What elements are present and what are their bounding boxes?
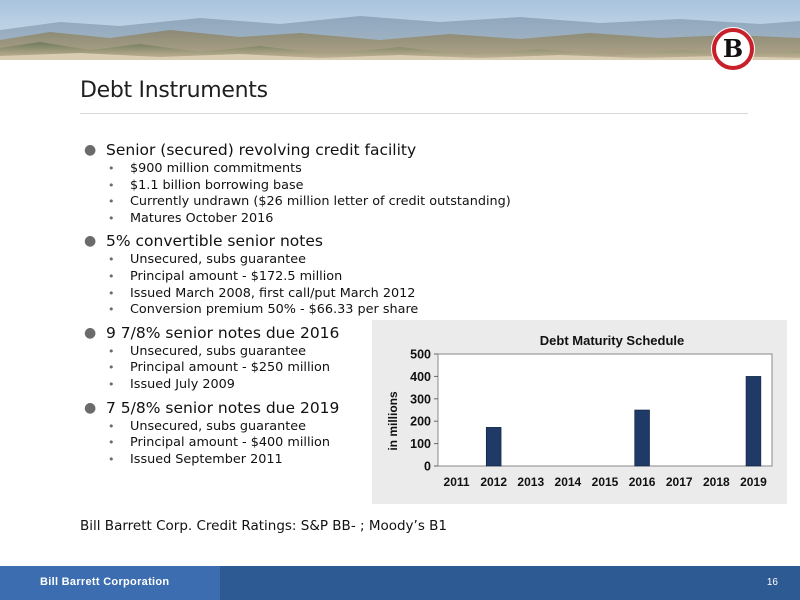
company-logo: B bbox=[710, 26, 756, 72]
chart-title: Debt Maturity Schedule bbox=[540, 333, 684, 348]
bullet-icon: ● bbox=[84, 233, 97, 250]
y-axis-label: in millions bbox=[386, 391, 400, 451]
list-item: • Issued September 2011 bbox=[108, 451, 283, 467]
list-item: • Matures October 2016 bbox=[108, 210, 274, 226]
bullet-icon: ● bbox=[84, 324, 97, 341]
list-item: • Unsecured, subs guarantee bbox=[108, 418, 306, 434]
list-item: • Issued July 2009 bbox=[108, 376, 235, 392]
list-item: • Unsecured, subs guarantee bbox=[108, 343, 306, 359]
title-divider bbox=[80, 113, 748, 114]
bar-2019 bbox=[745, 376, 762, 467]
x-tick-label: 2019 bbox=[740, 475, 767, 489]
section-notes-2019: ● 7 5/8% senior notes due 2019 • Unsecured… bbox=[84, 398, 644, 469]
list-item: • $900 million commitments bbox=[108, 161, 302, 176]
bullet-icon: • bbox=[108, 211, 115, 225]
y-tick-label: 100 bbox=[410, 437, 431, 451]
list-item: • Principal amount - $172.5 million bbox=[108, 268, 343, 284]
chart-canvas: Debt Maturity Schedule in millions 0 100 2… bbox=[386, 333, 773, 489]
footer-bar: Bill Barrett Corporation 16 bbox=[0, 566, 800, 600]
debt-instrument-list: ● Senior (secured) revolving credit facil… bbox=[84, 140, 644, 472]
logo-letter: B bbox=[723, 34, 743, 63]
bullet-icon: • bbox=[108, 286, 115, 300]
x-tick-label: 2017 bbox=[666, 475, 693, 489]
debt-maturity-chart: Debt Maturity Schedule in millions 0 100 2… bbox=[372, 320, 787, 504]
bullet-icon: • bbox=[108, 436, 115, 450]
y-tick-label: 500 bbox=[410, 348, 431, 362]
section-heading: ● 7 5/8% senior notes due 2019 bbox=[84, 398, 340, 417]
bullet-icon: • bbox=[108, 253, 115, 267]
y-tick-label: 200 bbox=[410, 415, 431, 429]
bullet-icon: • bbox=[108, 269, 115, 283]
footer-company-name: Bill Barrett Corporation bbox=[40, 576, 170, 588]
list-item: • Issued March 2008, first call/put March… bbox=[108, 285, 416, 301]
y-tick-label: 400 bbox=[410, 370, 431, 384]
mountain-landscape-image bbox=[0, 0, 800, 60]
x-tick-label: 2014 bbox=[555, 475, 582, 489]
footer-company-block bbox=[0, 566, 220, 600]
x-tick-label: 2011 bbox=[444, 475, 470, 489]
y-tick-label: 0 bbox=[424, 460, 431, 474]
bullet-icon: • bbox=[108, 178, 115, 192]
bullet-icon: • bbox=[108, 162, 115, 175]
bullet-icon: ● bbox=[84, 399, 97, 416]
list-item: • Conversion premium 50% - $66.33 per sha… bbox=[108, 302, 419, 318]
list-item: • Currently undrawn ($26 million letter o… bbox=[108, 194, 511, 210]
x-tick-label: 2016 bbox=[629, 475, 656, 489]
page-number: 16 bbox=[766, 577, 778, 588]
bar-2016 bbox=[634, 409, 650, 467]
section-heading: ● 5% convertible senior notes bbox=[84, 232, 323, 251]
bar-2012 bbox=[485, 427, 502, 467]
list-item: • $1.1 billion borrowing base bbox=[108, 177, 304, 193]
section-notes-2016: ● 9 7/8% senior notes due 2016 • Unsecured… bbox=[84, 323, 644, 394]
bullet-icon: ● bbox=[84, 142, 97, 158]
x-tick-label: 2018 bbox=[703, 475, 730, 489]
plot-area: 0 100 200 300 400 500 2011 2012 2013 2014 2015 2016… bbox=[410, 348, 773, 489]
credit-ratings-text: Bill Barrett Corp. Credit Ratings: S&P B… bbox=[80, 518, 448, 534]
bullet-icon: • bbox=[108, 361, 115, 375]
bullet-icon: • bbox=[108, 195, 115, 209]
page-title: Debt Instruments bbox=[80, 78, 268, 103]
y-tick-label: 300 bbox=[410, 392, 431, 406]
section-revolving-credit: ● Senior (secured) revolving credit facil… bbox=[84, 140, 644, 227]
x-tick-label: 2012 bbox=[480, 475, 507, 489]
section-heading: ● 9 7/8% senior notes due 2016 bbox=[84, 323, 340, 342]
header-banner bbox=[0, 0, 800, 60]
section-heading: ● Senior (secured) revolving credit facil… bbox=[84, 141, 417, 159]
list-item: • Unsecured, subs guarantee bbox=[108, 252, 306, 268]
list-item: • Principal amount - $250 million bbox=[108, 360, 330, 376]
bullet-icon: • bbox=[108, 344, 115, 358]
bullet-icon: • bbox=[108, 303, 115, 317]
x-tick-label: 2013 bbox=[517, 475, 544, 489]
x-tick-label: 2015 bbox=[592, 475, 619, 489]
section-convertible-notes: ● 5% convertible senior notes • Unsecured,… bbox=[84, 231, 644, 318]
bullet-icon: • bbox=[108, 452, 115, 466]
bullet-icon: • bbox=[108, 377, 115, 391]
list-item: • Principal amount - $400 million bbox=[108, 435, 330, 451]
bullet-icon: • bbox=[108, 419, 115, 433]
